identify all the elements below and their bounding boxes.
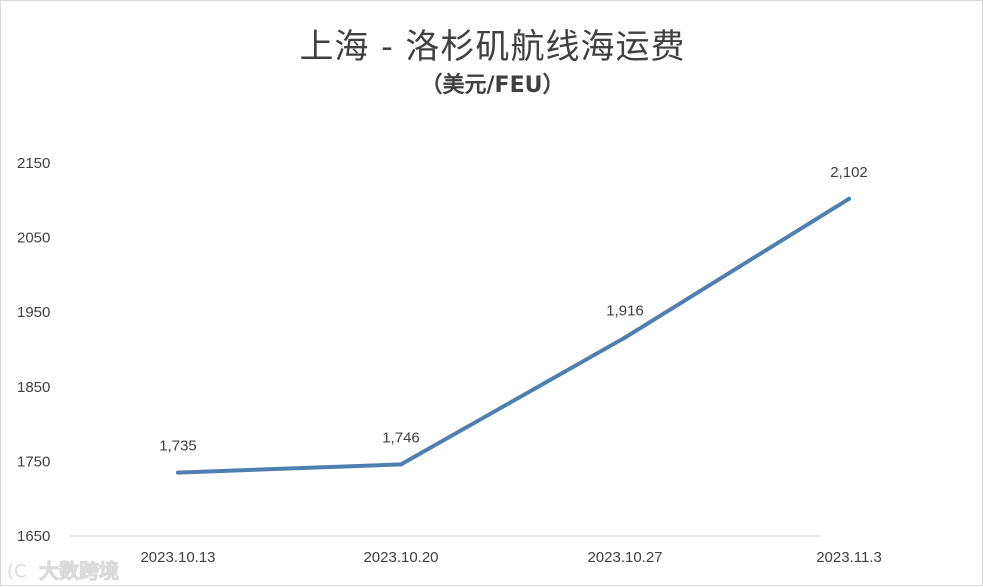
chart-title: 上海 - 洛杉矶航线海运费 [299, 27, 686, 67]
watermark-logo: (C 大数跨境 [7, 559, 120, 584]
series-line [176, 196, 851, 475]
x-tick-label: 2023.10.20 [363, 549, 438, 566]
series-points [176, 196, 851, 475]
watermark-text: 大数跨境 [39, 559, 119, 583]
x-axis-ticks: 2023.10.13 2023.10.20 2023.10.27 2023.11.3 [140, 549, 881, 566]
x-tick-label: 2023.10.27 [587, 549, 662, 566]
data-label: 1,916 [606, 303, 644, 320]
data-labels: 1,735 1,746 1,916 2,102 [159, 164, 868, 455]
chart-subtitle: （美元/FEU） [420, 73, 565, 98]
y-tick-label: 2050 [17, 230, 50, 247]
x-tick-label: 2023.11.3 [816, 549, 882, 566]
y-axis-ticks: 1650 1750 1850 1950 2050 2150 [17, 155, 50, 545]
data-point [847, 196, 851, 201]
data-point [623, 335, 627, 340]
y-tick-label: 1650 [17, 528, 50, 545]
y-tick-label: 2150 [17, 155, 50, 172]
data-label: 1,746 [382, 429, 420, 446]
data-point [176, 470, 180, 475]
data-label: 2,102 [830, 164, 868, 181]
data-point [399, 462, 403, 467]
y-tick-label: 1850 [17, 379, 50, 396]
y-tick-label: 1950 [17, 304, 50, 321]
svg-text:(C: (C [7, 561, 27, 582]
y-tick-label: 1750 [17, 453, 50, 470]
x-tick-label: 2023.10.13 [140, 549, 215, 566]
data-label: 1,735 [159, 438, 197, 455]
